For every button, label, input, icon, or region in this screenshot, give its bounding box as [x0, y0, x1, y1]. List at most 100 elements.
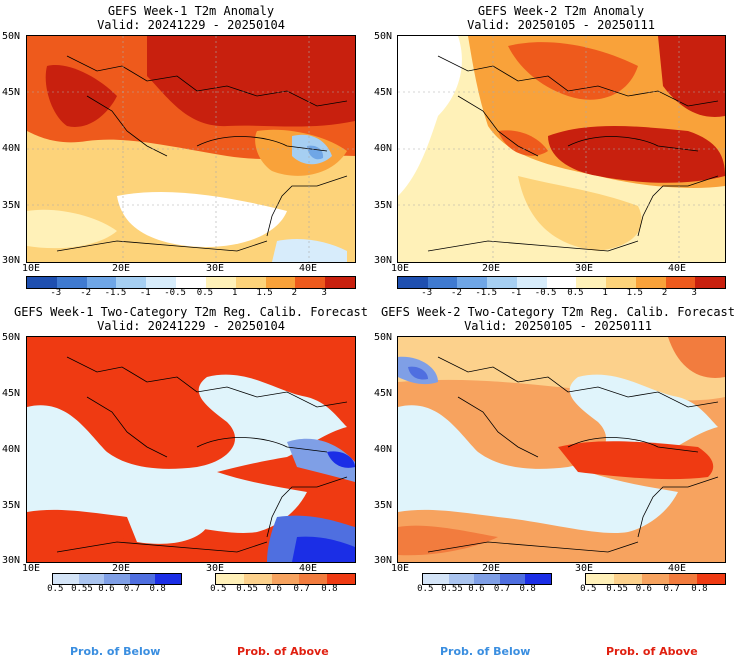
panel3-above-colorbar	[215, 573, 356, 585]
panel1-xtick-20e: 20E	[112, 263, 131, 274]
colorbar-tick-label: 0.5	[580, 584, 597, 594]
panel4-xtick-10e: 10E	[391, 563, 410, 574]
colorbar-segment	[635, 277, 666, 288]
panel1-xtick-10e: 10E	[22, 263, 41, 274]
panel3-xtick-40e: 40E	[299, 563, 318, 574]
colorbar-tick-label: 0.7	[493, 584, 511, 594]
colorbar-segment	[116, 277, 147, 288]
colorbar-segment	[423, 574, 449, 584]
colorbar-tick-label: -1	[510, 288, 522, 298]
colorbar-segment	[525, 574, 551, 584]
panel4-below-labels: 0.5 0.55 0.6 0.7 0.8	[417, 584, 550, 594]
colorbar-segment	[697, 574, 725, 584]
colorbar-segment	[613, 574, 642, 584]
colorbar-tick-label: 0.55	[441, 584, 463, 594]
colorbar-tick-label: 0.5	[210, 584, 227, 594]
panel4-valid: Valid: 20250105 - 20250111	[464, 319, 652, 333]
panel3-ytick-40n: 40N	[2, 444, 21, 455]
colorbar-segment	[56, 277, 87, 288]
colorbar-segment	[695, 277, 726, 288]
colorbar-segment	[576, 277, 607, 288]
panel3-ytick-45n: 45N	[2, 388, 21, 399]
panel2-ytick-40n: 40N	[374, 143, 393, 154]
colorbar-segment	[474, 574, 500, 584]
colorbar-segment	[546, 277, 577, 288]
panel2-xtick-10e: 10E	[391, 263, 410, 274]
panel3-ytick-30n: 30N	[2, 555, 21, 566]
colorbar-tick-label: -0.5	[164, 288, 186, 298]
panel1-ytick-30n: 30N	[2, 255, 21, 266]
panel1-ytick-45n: 45N	[2, 87, 21, 98]
colorbar-segment	[327, 574, 355, 584]
colorbar-segment	[398, 277, 428, 288]
panel3-valid: Valid: 20241229 - 20250104	[97, 319, 285, 333]
colorbar-segment	[205, 277, 236, 288]
colorbar-tick-label: -1.5	[104, 288, 127, 298]
colorbar-segment	[516, 277, 547, 288]
panel4-title: GEFS Week-2 Two-Category T2m Reg. Calib.…	[380, 305, 735, 319]
colorbar-tick-label: 3	[691, 288, 697, 298]
colorbar-tick-label: -2	[80, 288, 92, 298]
panel2-xtick-30e: 30E	[575, 263, 594, 274]
colorbar-tick-label: 2	[661, 288, 668, 298]
colorbar-tick-label: 0.55	[71, 584, 93, 594]
legend-below-label-left: Prob. of Below	[70, 645, 161, 658]
colorbar-segment	[78, 574, 105, 584]
panel2-ytick-35n: 35N	[374, 200, 393, 211]
legend-below-label-right: Prob. of Below	[440, 645, 531, 658]
panel4-above-colorbar	[585, 573, 726, 585]
legend-above-label-left: Prob. of Above	[237, 645, 329, 658]
colorbar-tick-label: 0.5	[196, 288, 214, 298]
panel2-valid: Valid: 20250105 - 20250111	[467, 18, 655, 32]
colorbar-segment	[216, 574, 244, 584]
panel4-ytick-35n: 35N	[374, 500, 393, 511]
colorbar-segment	[265, 277, 296, 288]
colorbar-segment	[104, 574, 130, 584]
colorbar-tick-label: -1	[139, 288, 151, 298]
panel3-title: GEFS Week-1 Two-Category T2m Reg. Calib.…	[13, 305, 368, 319]
colorbar-tick-label: 0.5	[567, 288, 584, 298]
colorbar-segment	[457, 277, 488, 288]
panel1-ytick-40n: 40N	[2, 143, 21, 154]
panel4-xtick-40e: 40E	[668, 563, 687, 574]
panel4-xtick-20e: 20E	[482, 563, 501, 574]
panel1-anomaly-map	[26, 35, 356, 263]
colorbar-segment	[146, 277, 177, 288]
colorbar-tick-label: 0.55	[236, 584, 258, 594]
panel1-colorbar	[26, 276, 356, 289]
panel1-ytick-50n: 50N	[2, 31, 21, 42]
colorbar-tick-label: 0.8	[321, 584, 338, 594]
colorbar-segment	[176, 277, 206, 288]
colorbar-tick-label: -2	[451, 288, 462, 298]
colorbar-segment	[606, 277, 636, 288]
colorbar-tick-label: 0.7	[123, 584, 141, 594]
colorbar-segment	[235, 277, 266, 288]
colorbar-tick-label: -3	[50, 288, 62, 298]
colorbar-segment	[27, 277, 57, 288]
colorbar-segment	[295, 277, 326, 288]
colorbar-segment	[243, 574, 272, 584]
colorbar-tick-label: 0.7	[293, 584, 310, 594]
colorbar-tick-label: 1	[602, 288, 608, 298]
colorbar-tick-label: 1.5	[626, 288, 643, 298]
colorbar-tick-label: -3	[421, 288, 433, 298]
colorbar-tick-label: 0.6	[635, 584, 652, 594]
colorbar-tick-label: 0.6	[468, 584, 485, 594]
colorbar-segment	[586, 574, 614, 584]
colorbar-segment	[499, 574, 526, 584]
panel1-xtick-30e: 30E	[206, 263, 225, 274]
panel2-colorbar-labels: -3 -2 -1.5 -1 -0.5 0.5 1 1.5 2 3	[397, 288, 724, 298]
colorbar-segment	[665, 277, 696, 288]
panel4-ytick-40n: 40N	[374, 444, 393, 455]
colorbar-tick-label: 0.5	[417, 584, 434, 594]
colorbar-segment	[299, 574, 328, 584]
colorbar-tick-label: -1.5	[475, 288, 498, 298]
panel1-ytick-35n: 35N	[2, 200, 21, 211]
colorbar-segment	[641, 574, 670, 584]
panel3-xtick-30e: 30E	[206, 563, 225, 574]
panel4-ytick-50n: 50N	[374, 332, 393, 343]
panel4-xtick-30e: 30E	[575, 563, 594, 574]
colorbar-tick-label: 0.8	[149, 584, 166, 594]
panel2-xtick-40e: 40E	[668, 263, 687, 274]
panel2-title: GEFS Week-2 T2m Anomaly	[477, 4, 645, 18]
